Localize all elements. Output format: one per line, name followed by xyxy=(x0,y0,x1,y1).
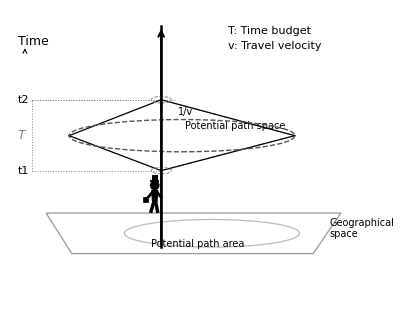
Text: Potential path space: Potential path space xyxy=(185,121,286,131)
Text: 1/v: 1/v xyxy=(178,107,193,117)
Text: Geographical
space: Geographical space xyxy=(330,218,395,239)
Text: t2: t2 xyxy=(18,95,30,105)
Text: Potential path area: Potential path area xyxy=(151,239,245,249)
Text: t1: t1 xyxy=(18,166,30,176)
Text: Time: Time xyxy=(18,35,49,48)
Text: T: Time budget
v: Travel velocity: T: Time budget v: Travel velocity xyxy=(228,26,322,51)
Bar xyxy=(143,197,148,202)
Text: T: T xyxy=(17,129,25,142)
Bar xyxy=(152,175,158,180)
Bar xyxy=(150,180,159,182)
Circle shape xyxy=(151,181,159,189)
Polygon shape xyxy=(151,190,158,202)
